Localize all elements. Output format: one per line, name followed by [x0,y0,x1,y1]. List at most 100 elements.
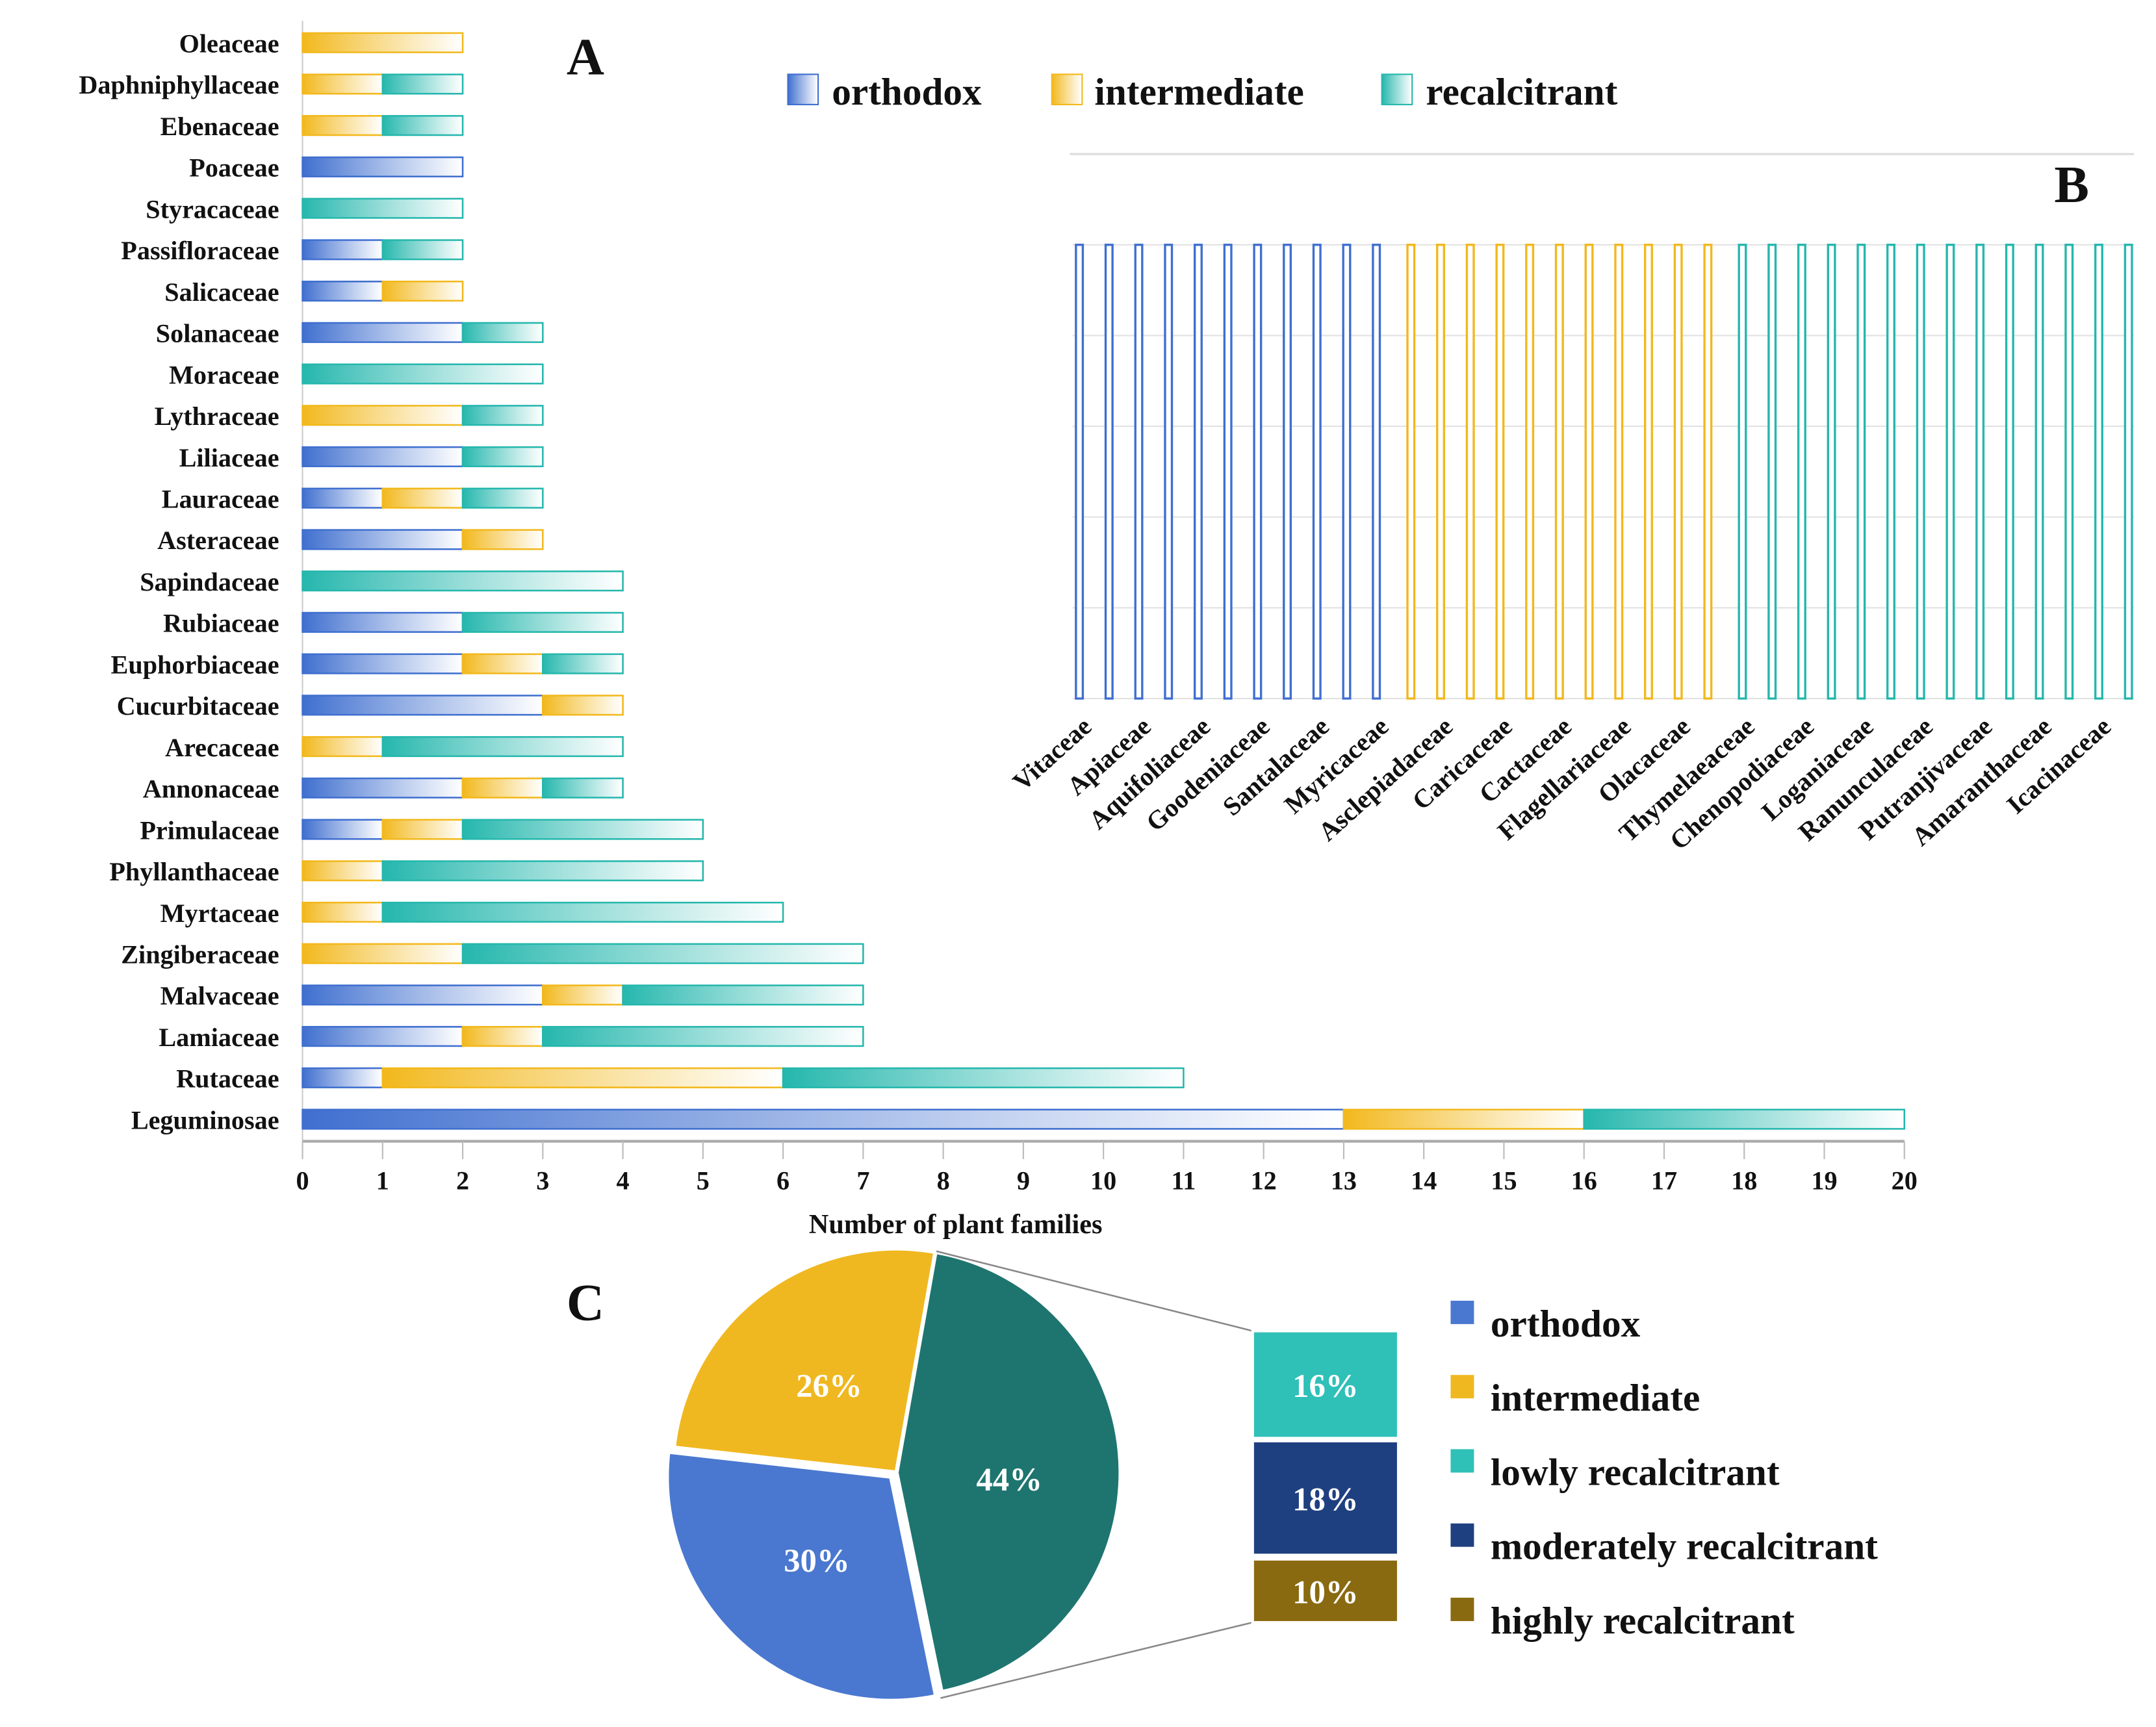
bar-recalcitrant [1975,244,1985,700]
bar-orthodox [302,984,544,1006]
breakdown-label: 16% [1292,1368,1359,1404]
category-label: Phyllanthaceae [109,857,279,886]
category-label: Salicaceae [164,277,279,307]
x-tick-label: 20 [1892,1166,1918,1196]
bar-recalcitrant [1583,1108,1906,1130]
legend-swatch [1450,1300,1474,1324]
x-tick-label: 12 [1251,1166,1277,1196]
panel-b-label: B [2054,156,2089,214]
bar-intermediate [1342,1108,1585,1130]
x-tick-label: 17 [1651,1166,1677,1196]
x-axis-title: Number of plant families [809,1209,1103,1240]
bar-orthodox [1223,244,1233,700]
bar-intermediate [1554,244,1564,700]
x-tick-label: 11 [1171,1166,1196,1196]
x-tick-label: 9 [1017,1166,1030,1196]
bar-recalcitrant [1945,244,1955,700]
bar-recalcitrant [2064,244,2074,700]
bar-intermediate [381,1067,784,1088]
category-label: Oleaceae [179,29,279,58]
category-label: Lythraceae [155,402,279,431]
bar-intermediate [461,653,544,674]
legend-label: orthodox [1491,1302,1641,1345]
category-label: Euphorbiaceae [111,650,279,679]
category-label: Poaceae [189,153,279,183]
category-label: Daphniphyllaceae [79,70,279,99]
bar-orthodox [302,653,464,674]
bar-intermediate [1525,244,1535,700]
bar-intermediate [1643,244,1653,700]
bar-recalcitrant [461,943,864,964]
legend-label: lowly recalcitrant [1491,1450,1780,1493]
legend-swatch-orthodox [787,73,819,105]
bar-orthodox [1342,244,1352,700]
bar-intermediate [302,405,464,426]
bar-orthodox [1372,244,1381,700]
x-tick-label: 19 [1811,1166,1837,1196]
bar-intermediate [1465,244,1475,700]
bar-recalcitrant [302,198,464,219]
bar-intermediate [302,736,384,758]
bar-orthodox [1193,244,1203,700]
breakdown-box-moderately [1251,1439,1400,1557]
bar-intermediate [302,32,464,53]
breakdown-box-highly [1251,1557,1400,1624]
connector-line [936,1250,1253,1332]
bar-orthodox [1104,244,1114,700]
category-label: Myrtaceae [160,899,279,928]
bar-intermediate [302,901,384,923]
bar-recalcitrant [381,736,624,758]
bar-intermediate [461,529,544,550]
connector-line [940,1621,1253,1699]
legend-label-recalcitrant: recalcitrant [1426,70,1617,113]
category-label: Malvaceae [160,981,279,1010]
legend-label-intermediate: intermediate [1094,70,1303,113]
x-tick-label: 0 [296,1166,309,1196]
bar-recalcitrant [1767,244,1777,700]
category-label: Moraceae [169,360,279,389]
bar-orthodox [302,280,384,302]
bar-recalcitrant [542,1026,864,1047]
bar-orthodox [302,1026,464,1047]
bar-orthodox [302,529,464,550]
bar-intermediate [461,777,544,799]
legend-label: moderately recalcitrant [1491,1525,1878,1568]
bar-recalcitrant [381,901,784,923]
bar-orthodox [302,819,384,840]
pie-slice-recalcitrant [894,1249,1123,1695]
bar-recalcitrant [461,446,544,468]
bar-orthodox [302,239,384,261]
x-tick-label: 3 [536,1166,549,1196]
breakdown-box-lowly [1251,1329,1400,1440]
category-label: Solanaceae [156,319,279,348]
pie-label-intermediate: 26% [796,1368,862,1404]
x-tick-label: 18 [1731,1166,1757,1196]
bar-orthodox [302,611,464,633]
bar-orthodox [302,1108,1345,1130]
bar-recalcitrant [1797,244,1806,700]
bar-orthodox [1253,244,1263,700]
x-tick-label: 16 [1571,1166,1597,1196]
bar-recalcitrant [2124,244,2133,700]
bar-recalcitrant [542,653,624,674]
category-label: Rubiaceae [163,609,279,638]
bar-recalcitrant [302,570,624,592]
category-label: Passifloraceae [121,236,279,265]
bar-recalcitrant [461,487,544,509]
bar-orthodox [1075,244,1084,700]
x-tick-label: 4 [617,1166,630,1196]
x-tick-label: 5 [697,1166,710,1196]
bar-recalcitrant [461,322,544,343]
bar-recalcitrant [1886,244,1896,700]
bar-recalcitrant [381,73,464,95]
bar-recalcitrant [461,611,624,633]
bar-intermediate [381,280,464,302]
bar-orthodox [1164,244,1174,700]
breakdown-label: 10% [1292,1574,1359,1610]
bar-intermediate [302,115,384,136]
bar-intermediate [1614,244,1624,700]
bar-intermediate [302,73,384,95]
bar-orthodox [302,777,464,799]
bar-intermediate [1406,244,1416,700]
